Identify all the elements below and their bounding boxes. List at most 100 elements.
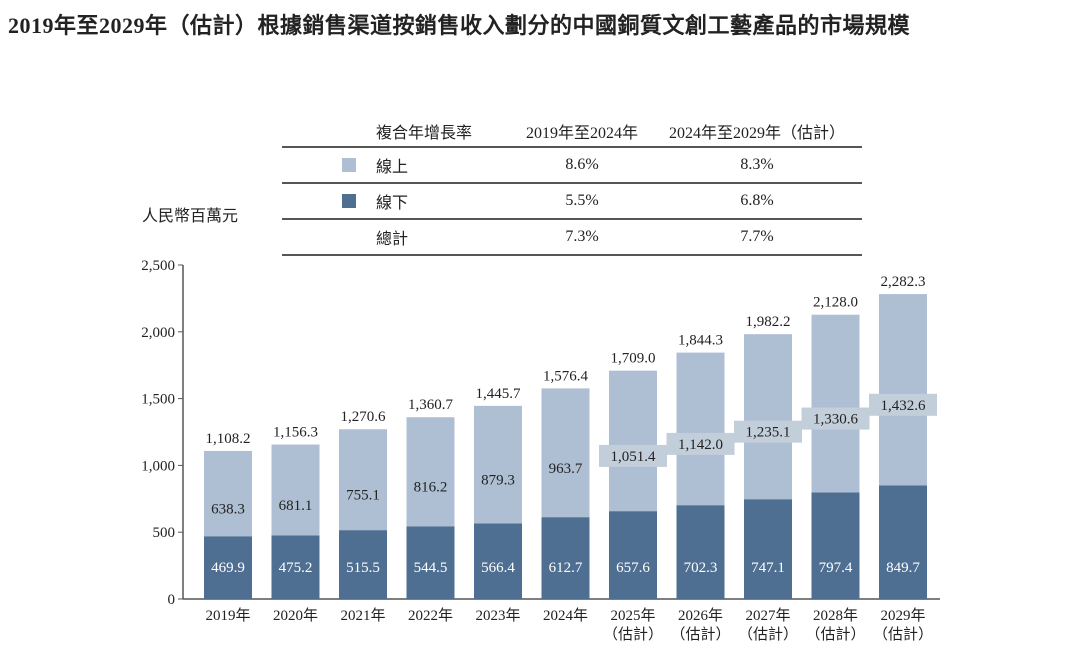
cagr-row-offline: 線下 5.5% 6.8%: [282, 184, 862, 220]
data-label-total: 1,709.0: [611, 351, 656, 367]
chart-title: 2019年至2029年（估計）根據銷售渠道按銷售收入劃分的中國銅質文創工藝產品的…: [8, 13, 911, 38]
data-label-online: 1,330.6: [813, 412, 859, 428]
cagr-value: 7.7%: [740, 228, 774, 245]
y-tick-label: 0: [168, 592, 176, 608]
cagr-value: 7.3%: [565, 228, 599, 245]
cagr-header-label: 複合年增長率: [376, 125, 473, 142]
data-label-online: 1,051.4: [611, 449, 657, 465]
x-tick-label: 2027年: [745, 607, 790, 624]
cagr-row-total: 總計 7.3% 7.7%: [282, 220, 862, 256]
bar-offline: [609, 511, 657, 599]
data-label-offline: 702.3: [684, 560, 718, 576]
x-tick-label: 2026年: [678, 607, 723, 624]
x-tick-label: 2024年: [543, 607, 588, 624]
bar-online: [811, 314, 860, 493]
data-label-total: 1,156.3: [273, 425, 318, 441]
data-label-online: 1,235.1: [746, 425, 791, 441]
cagr-header: 複合年增長率 2019年至2024年 2024年至2029年（估計）: [282, 116, 862, 148]
data-label-offline: 747.1: [751, 560, 785, 576]
data-label-offline: 612.7: [549, 560, 583, 576]
bar-online: [879, 294, 927, 486]
y-tick-label: 500: [153, 525, 176, 541]
data-label-online: 816.2: [414, 480, 448, 496]
data-label-total: 1,576.4: [543, 368, 589, 384]
x-tick-label: （估計）: [805, 626, 865, 643]
data-label-offline: 469.9: [211, 560, 245, 576]
bar-offline: [744, 499, 792, 599]
cagr-value: 5.5%: [565, 192, 599, 209]
x-tick-label: 2028年: [813, 607, 858, 624]
cagr-table: 複合年增長率 2019年至2024年 2024年至2029年（估計） 線上 8.…: [282, 116, 862, 256]
data-label-online: 879.3: [481, 473, 515, 489]
data-label-online: 681.1: [279, 498, 313, 514]
bar-online: [406, 417, 455, 527]
bar-offline: [676, 505, 725, 599]
y-axis-label: 人民幣百萬元: [142, 208, 239, 225]
data-label-offline: 849.7: [886, 560, 920, 576]
y-tick-label: 2,500: [141, 258, 175, 274]
bar-offline: [541, 517, 590, 599]
bar-online: [609, 370, 657, 512]
y-tick-label: 1,000: [141, 458, 175, 474]
data-label-total: 1,360.7: [408, 397, 454, 413]
data-label-bg: [599, 444, 667, 467]
bar-offline: [204, 536, 252, 599]
cagr-value: 8.3%: [740, 156, 774, 173]
x-tick-label: 2021年: [340, 607, 385, 624]
data-label-total: 2,282.3: [881, 274, 926, 290]
data-label-offline: 544.5: [414, 560, 448, 576]
cagr-header-period1: 2019年至2024年: [525, 125, 638, 142]
bar-offline: [406, 526, 455, 599]
data-label-offline: 515.5: [346, 560, 380, 576]
data-label-bg: [734, 420, 802, 443]
x-tick-label: 2022年: [408, 607, 453, 624]
legend-label-online: 線上: [376, 159, 409, 176]
data-label-total: 1,844.3: [678, 333, 723, 349]
data-label-bg: [869, 393, 937, 416]
data-label-total: 1,982.2: [746, 314, 791, 330]
legend-label-offline: 線下: [376, 195, 409, 212]
x-tick-label: （估計）: [603, 626, 663, 643]
data-label-total: 2,128.0: [813, 295, 858, 311]
x-tick-label: 2025年: [610, 607, 655, 624]
x-tick-label: 2019年: [205, 607, 250, 624]
legend-swatch-offline: [342, 194, 356, 208]
data-label-total: 1,270.6: [341, 409, 387, 425]
bar-offline: [879, 485, 927, 599]
bar-offline: [271, 535, 320, 599]
data-label-online: 1,432.6: [881, 398, 927, 414]
bar-online: [474, 405, 522, 524]
x-tick-label: （估計）: [738, 626, 798, 643]
total-label: 總計: [376, 231, 409, 248]
cagr-value: 6.8%: [740, 192, 774, 209]
bar-online: [339, 429, 387, 531]
bar-online: [271, 444, 320, 536]
bar-online: [676, 352, 725, 506]
legend-swatch-online: [342, 158, 356, 172]
y-tick-label: 2,000: [141, 325, 175, 341]
cagr-header-period2: 2024年至2029年（估計）: [668, 125, 845, 142]
cagr-row-online: 線上 8.6% 8.3%: [282, 148, 862, 184]
x-tick-label: 2023年: [475, 607, 520, 624]
bar-offline: [339, 530, 387, 599]
x-tick-label: （估計）: [670, 626, 730, 643]
data-label-offline: 475.2: [279, 560, 313, 576]
x-tick-label: （估計）: [873, 626, 933, 643]
data-label-online: 638.3: [211, 502, 245, 518]
data-label-offline: 566.4: [481, 560, 515, 576]
x-tick-label: 2020年: [273, 607, 318, 624]
data-label-bg: [801, 407, 870, 430]
data-label-online: 755.1: [346, 488, 380, 504]
cagr-value: 8.6%: [565, 156, 599, 173]
data-label-total: 1,445.7: [476, 386, 522, 402]
y-tick-label: 1,500: [141, 392, 175, 408]
bar-online: [541, 388, 590, 518]
data-label-total: 1,108.2: [206, 431, 251, 447]
bar-offline: [474, 523, 522, 599]
data-label-offline: 657.6: [616, 560, 650, 576]
bar-online: [744, 334, 792, 500]
data-label-online: 963.7: [549, 461, 583, 477]
data-label-online: 1,142.0: [678, 437, 723, 453]
data-label-bg: [666, 432, 735, 455]
